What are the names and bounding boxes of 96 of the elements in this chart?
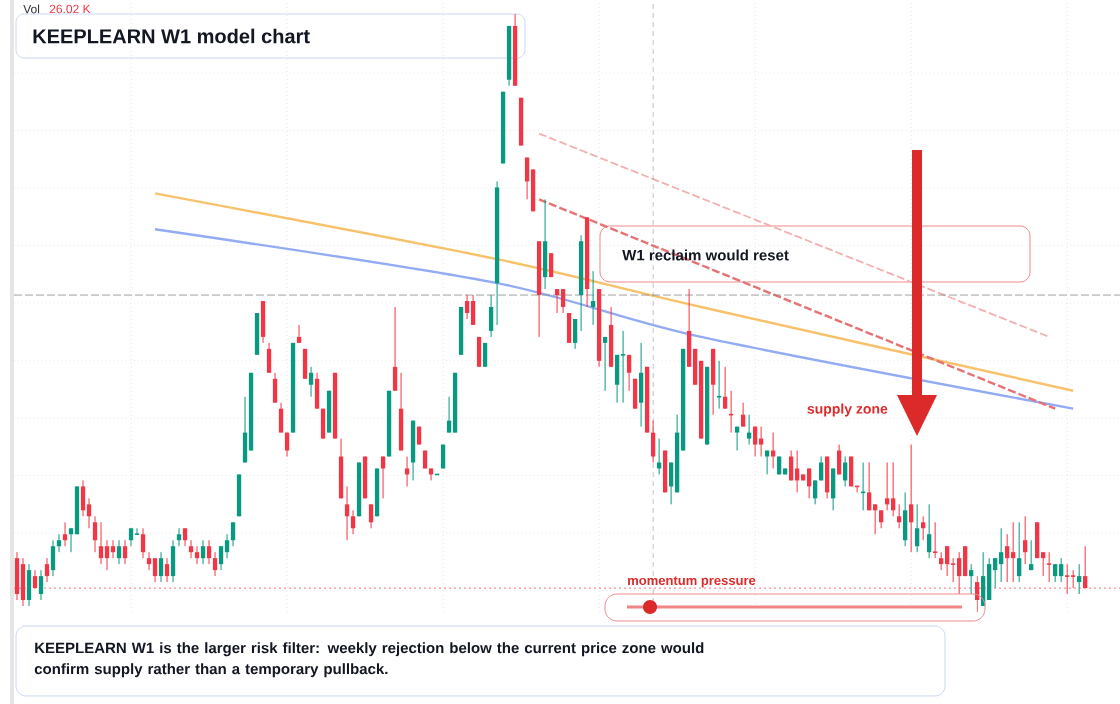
candlestick [572, 318, 578, 350]
text: 26.02 K [49, 4, 91, 14]
candlestick [470, 294, 476, 326]
candlestick [770, 432, 776, 469]
candlestick [950, 557, 957, 583]
candlestick [1029, 539, 1034, 571]
candlestick [746, 414, 752, 446]
candlestick [758, 426, 764, 458]
candlestick [752, 426, 758, 458]
text: KEEPLEARN W1 is the larger risk filter: weekly rejection below the current price zone would confirm supply rather than a temporary pullback. [34, 642, 704, 678]
candlestick [86, 497, 92, 529]
candlestick [722, 366, 728, 410]
candlestick [812, 479, 818, 505]
candlestick [98, 521, 104, 565]
candlestick [1017, 521, 1022, 583]
candlestick [62, 521, 68, 547]
annotation: supply zone [807, 403, 888, 417]
candlestick [650, 420, 656, 463]
candlestick [368, 503, 374, 529]
candlestick [446, 396, 452, 434]
candlestick [620, 330, 627, 404]
candlestick [218, 545, 224, 571]
candlestick [56, 533, 62, 553]
candlestick [842, 456, 848, 487]
candlestick [224, 533, 230, 559]
candlestick [308, 366, 314, 398]
candlestick [932, 521, 939, 559]
candlestick [1005, 533, 1010, 583]
candlestick [884, 461, 890, 511]
candlestick [908, 444, 914, 553]
candlestick [1041, 551, 1046, 577]
text: KEEPLEARN W1 model chart [33, 28, 310, 44]
candlestick [872, 503, 878, 535]
candlestick [278, 402, 284, 434]
candlestick [656, 438, 662, 475]
candlestick [92, 515, 98, 553]
candlestick [1023, 515, 1028, 565]
candlestick [50, 539, 56, 577]
candlestick [116, 539, 122, 565]
candlestick [993, 557, 998, 589]
candlestick [230, 521, 236, 547]
candlestick [68, 527, 74, 553]
candlestick [1011, 521, 1016, 583]
candlestick [464, 294, 470, 320]
candlestick [404, 456, 410, 487]
candlestick [38, 569, 44, 601]
candlestick [212, 551, 218, 577]
candlestick [200, 539, 206, 565]
annotation: momentum pressure [628, 576, 756, 588]
candlestick [188, 539, 194, 559]
candlestick [920, 515, 926, 541]
candlestick [266, 342, 272, 374]
candlestick [428, 467, 434, 481]
candlestick [999, 527, 1004, 583]
candlestick [488, 294, 494, 338]
candlestick [344, 485, 350, 541]
candlestick [668, 461, 674, 505]
candlestick [176, 527, 182, 547]
candlestick [1059, 557, 1064, 583]
candlestick [146, 551, 152, 571]
candlestick [1046, 551, 1053, 583]
candlestick [944, 545, 950, 577]
candlestick [1077, 563, 1082, 595]
text: Vol [23, 4, 40, 14]
candlestick [926, 503, 932, 559]
candlestick [104, 539, 110, 571]
candlestick [134, 527, 140, 536]
candlestick [794, 450, 800, 493]
candlestick [969, 563, 974, 595]
candlestick [44, 557, 50, 583]
candlestick [272, 372, 278, 404]
candlestick [914, 503, 920, 553]
candlestick [296, 324, 302, 344]
candlestick [110, 539, 116, 559]
candlestick [194, 545, 200, 565]
candlestick [554, 288, 560, 314]
candlestick [140, 527, 146, 559]
candlestick [392, 306, 398, 392]
candlestick [896, 503, 902, 529]
candlestick [164, 557, 170, 583]
candlestick [890, 461, 896, 517]
candlestick [590, 270, 596, 326]
candlestick [716, 360, 723, 410]
annotation: W1 reclaim would reset [622, 249, 789, 261]
candlestick [806, 467, 812, 499]
candlestick [206, 539, 212, 565]
candlestick [560, 288, 566, 314]
candlestick [626, 354, 632, 392]
candlestick [866, 461, 872, 511]
candlestick [152, 557, 158, 583]
candlestick [80, 479, 86, 517]
candlestick [122, 539, 128, 565]
candlestick [740, 402, 746, 428]
candlestick [350, 509, 356, 535]
candlestick [602, 336, 608, 392]
candlestick [158, 551, 164, 583]
